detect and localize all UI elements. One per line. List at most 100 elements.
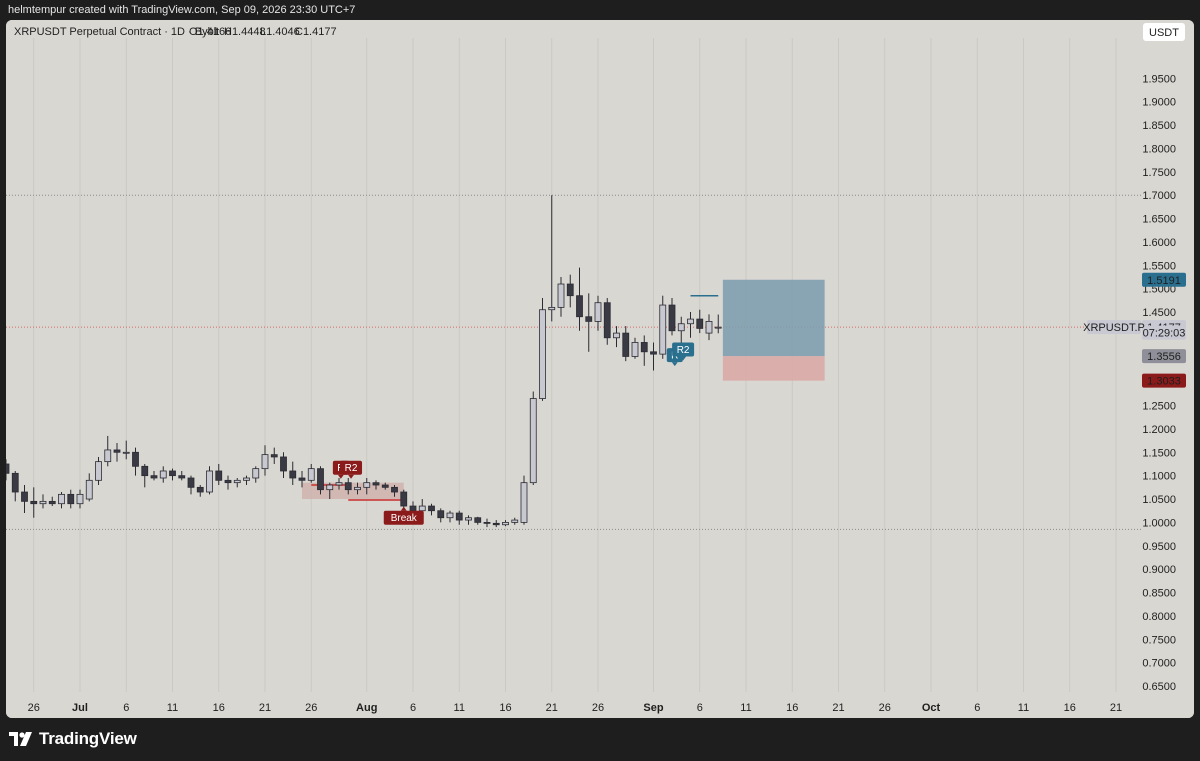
ohlc-close: C1.4177 [295,26,337,38]
candle [640,335,648,366]
candle [465,515,472,525]
axis-price-label: 1.3033 [1142,373,1186,388]
x-tick-label: 11 [454,702,465,714]
candle-body [677,323,685,332]
candle-body [67,493,75,505]
ohlc-high: H1.4448 [224,26,266,38]
candlestick-chart[interactable]: RR2BreakRR20.65000.70000.75000.80000.850… [6,20,1194,718]
x-tick-label: 16 [1064,702,1076,714]
candle [39,494,47,509]
candle [687,312,694,338]
chart-title: XRPUSDT Perpetual Contract · 1D · Bybit [14,26,219,38]
candle [502,520,509,527]
candle-body [270,454,278,458]
y-axis: 0.6500 0.7000 0.7500 0.8000 0.8500 0.9000 0.95… [1142,73,1176,693]
candle-body [344,482,352,491]
y-tick-label: 0.6500 [1142,681,1176,693]
candle [381,482,389,490]
candle-body [400,491,408,507]
x-tick-label: Aug [356,702,377,714]
x-tick-label: 21 [832,702,844,714]
axis-price-label: 1.3556 [1142,349,1186,364]
candle-body [594,302,602,322]
tradingview-logo-icon [9,732,32,746]
badge-pointer [400,506,407,511]
candle-body [307,468,315,481]
footer-bar: TradingView [0,718,1200,761]
candle [363,477,371,495]
badge-pointer [671,362,678,367]
candle [178,470,186,481]
badge-label: Break [391,513,418,524]
candle [6,459,10,481]
candle-body [252,468,260,479]
candle [668,298,676,336]
x-tick-label: 26 [28,702,40,714]
candle [196,485,204,497]
y-tick-label: 1.8000 [1142,143,1176,155]
axis-price-label: 07:29:03 [1142,325,1186,340]
candle-body [557,283,565,308]
currency-button[interactable]: USDT [1143,23,1185,41]
candle [548,195,556,322]
symbol-tag-text: XRPUSDT.P [1083,322,1145,334]
candle [224,475,232,490]
x-tick-label: 11 [1018,702,1029,714]
candle-body [113,449,121,453]
candle [428,503,435,516]
candle-body [668,304,676,332]
y-tick-label: 1.6500 [1142,214,1176,226]
candle [585,293,593,352]
candle-body [391,486,398,493]
candle [30,487,38,518]
candle [529,391,537,486]
badge-background [672,342,695,357]
y-tick-label: 1.9000 [1142,97,1176,109]
candle-body [381,484,389,488]
candle-body [455,512,463,521]
candle-body [446,512,454,519]
candle [696,309,704,334]
badge-pointer [348,474,355,479]
candle [594,295,602,331]
candle [289,461,297,486]
badge-label: R2 [345,463,358,474]
candle [280,452,287,478]
price-label-background [1142,373,1186,388]
candle [557,277,565,317]
candle-body [613,332,620,339]
candle-body [76,493,84,505]
candle [613,326,620,348]
y-tick-label: 1.7000 [1142,190,1176,202]
ohlc-open: O1.4166 [189,26,231,38]
candle [418,499,426,514]
candle-body [233,479,241,484]
candle-body [169,470,176,477]
candle-body [650,351,657,355]
candle-body [280,456,287,472]
x-tick-label: 6 [410,702,416,714]
candle-body [409,505,417,512]
candle-body [372,482,380,486]
candle [650,342,657,371]
candle-body [714,326,722,329]
candle-body [85,479,93,500]
candle [252,466,260,483]
candle [132,447,139,476]
candle-body [687,318,694,325]
candle-body [576,295,583,318]
candle [705,314,713,341]
tradingview-logo[interactable]: TradingView [9,728,137,750]
candle [677,316,685,348]
candle-body [289,470,297,479]
y-tick-label: 1.1500 [1142,447,1176,459]
x-tick-label: 6 [123,702,129,714]
candle [455,510,463,525]
candle [298,470,306,488]
x-tick-label: 21 [1110,702,1122,714]
chart-panel[interactable]: RR2BreakRR20.65000.70000.75000.80000.850… [6,20,1194,718]
x-tick-label: 16 [499,702,511,714]
candle-body [585,316,593,322]
y-tick-label: 1.8500 [1142,120,1176,132]
candle [576,267,583,331]
